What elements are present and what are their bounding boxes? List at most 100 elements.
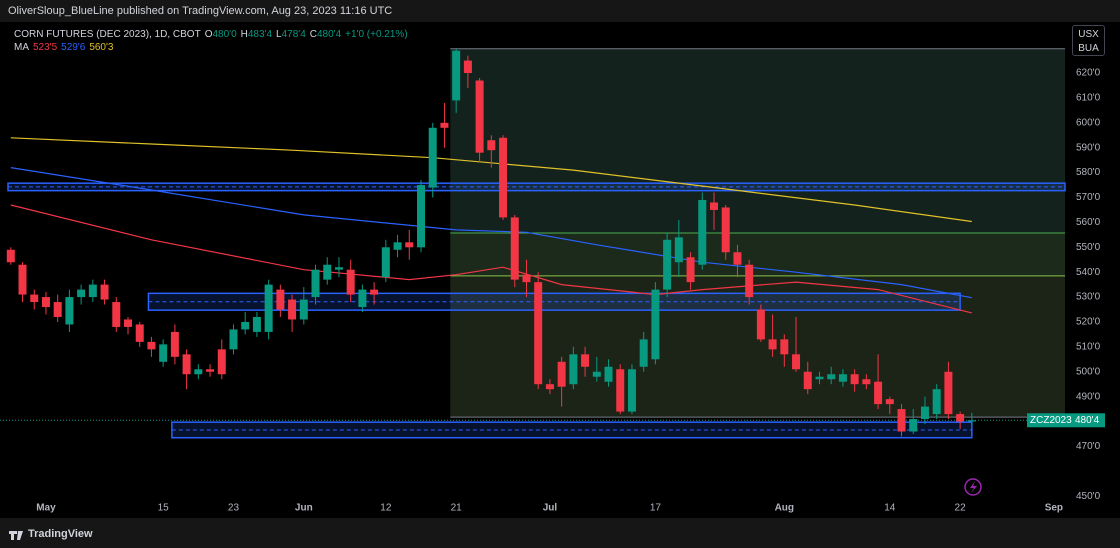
candle-body — [53, 302, 62, 317]
candle-body — [733, 252, 742, 265]
candle-body — [299, 299, 308, 320]
candle-body — [651, 289, 660, 360]
candle-body — [159, 344, 168, 362]
y-tick-label: 550'0 — [1076, 242, 1101, 253]
y-tick-label: 580'0 — [1076, 167, 1101, 178]
candle-body — [252, 316, 261, 332]
layer-axes: May 15 23 Jun 12 21 Jul 17 Aug 14 22 Sep 620'0 610'0 6… — [36, 68, 1105, 514]
candle-body — [534, 282, 543, 385]
y-tick-label: 610'0 — [1076, 93, 1101, 104]
price-tag — [1072, 413, 1105, 428]
x-tick-label: 23 — [228, 503, 240, 514]
candle-body — [311, 269, 320, 298]
candle-body — [874, 381, 883, 405]
candle-body — [41, 297, 50, 308]
candle-body — [452, 50, 461, 101]
candle-body — [850, 374, 859, 385]
x-tick-label: May — [36, 503, 56, 514]
ohlc-value: 483'4 — [247, 29, 273, 40]
candle-body — [698, 199, 707, 265]
candle-body — [510, 217, 519, 280]
x-tick-label: 17 — [650, 503, 662, 514]
candle-body — [827, 374, 836, 380]
candle-body — [334, 267, 343, 270]
candle-body — [545, 384, 554, 390]
candle-body — [967, 420, 976, 422]
layer-zones — [7, 182, 1066, 439]
y-tick-label: 570'0 — [1076, 192, 1101, 203]
x-tick-label: 21 — [451, 503, 463, 514]
symbol-header: CORN FUTURES (DEC 2023), 1D, CBOT O480'0 H… — [14, 29, 412, 40]
candle-body — [100, 284, 109, 300]
y-tick-label: 530'0 — [1076, 292, 1101, 303]
publisher: OliverSloup_BlueLine published on Tradin… — [8, 5, 393, 17]
candle-body — [323, 264, 332, 280]
y-tick-label: 520'0 — [1076, 317, 1101, 328]
candle-body — [147, 341, 156, 350]
candle-body — [194, 369, 203, 375]
currency-box[interactable]: USX BUA — [1072, 25, 1105, 56]
ma-value: 523'5 — [33, 42, 58, 53]
candle-body — [956, 414, 965, 422]
y-tick-label: 470'0 — [1076, 441, 1101, 452]
candle-body — [170, 331, 179, 357]
ohlc-key: H — [240, 29, 248, 40]
candle-body — [592, 371, 601, 377]
x-tick-label: 15 — [158, 503, 170, 514]
candle-body — [6, 249, 15, 263]
event-icon[interactable] — [964, 478, 982, 496]
x-tick-label: Jun — [295, 503, 313, 514]
candle-body — [487, 140, 496, 151]
candle-body — [229, 329, 238, 350]
symbol-tag — [1027, 413, 1072, 428]
x-tick-label: Sep — [1045, 503, 1063, 514]
candle-body — [885, 399, 894, 405]
candle-body — [358, 289, 367, 308]
x-tick-label: 12 — [380, 503, 392, 514]
fib-fill — [450, 48, 1065, 233]
y-tick-label: 500'0 — [1076, 366, 1101, 377]
ma-line — [10, 167, 972, 299]
fib-fill — [450, 275, 1065, 418]
candle-body — [428, 127, 437, 188]
x-tick-label: Aug — [775, 503, 794, 514]
candle-body — [18, 264, 27, 295]
y-tick-label: 560'0 — [1076, 217, 1101, 228]
candle-body — [616, 369, 625, 412]
candle-body — [370, 289, 379, 295]
symbol-label: ZCZ2023 — [1030, 415, 1072, 426]
ohlc-value: 478'4 — [281, 29, 306, 40]
footer-brand: TradingView — [28, 528, 93, 540]
logo — [9, 531, 23, 540]
candle-body — [381, 247, 390, 278]
ma-title: MA — [14, 42, 29, 53]
candle-body — [440, 122, 449, 128]
ma-header: MA 523'5 529'6 560'3 — [14, 42, 117, 53]
y-tick-label: 450'0 — [1076, 491, 1101, 502]
ma-line — [10, 204, 972, 314]
title: CORN FUTURES (DEC 2023), 1D, CBOT — [14, 29, 201, 40]
candle-body — [944, 371, 953, 415]
candle-body — [721, 207, 730, 253]
candle-body — [932, 389, 941, 415]
y-tick-label: 590'0 — [1076, 142, 1101, 153]
candle-body — [756, 309, 765, 340]
candle-body — [65, 297, 74, 325]
candle-body — [674, 237, 683, 263]
candle-body — [124, 319, 132, 327]
y-tick-label: 510'0 — [1076, 341, 1101, 352]
candle-body — [686, 257, 695, 283]
candle-body — [909, 419, 918, 432]
candle-body — [710, 202, 718, 210]
candle-body — [627, 369, 636, 412]
candle-body — [135, 324, 144, 342]
candle-body — [920, 406, 929, 420]
y-tick-label: 540'0 — [1076, 267, 1101, 278]
candle-body — [499, 137, 508, 218]
candle-body — [405, 242, 414, 248]
candle-body — [780, 339, 789, 355]
candle-body — [557, 361, 566, 387]
candle-body — [463, 60, 472, 74]
event-icon-bolt — [970, 481, 977, 493]
